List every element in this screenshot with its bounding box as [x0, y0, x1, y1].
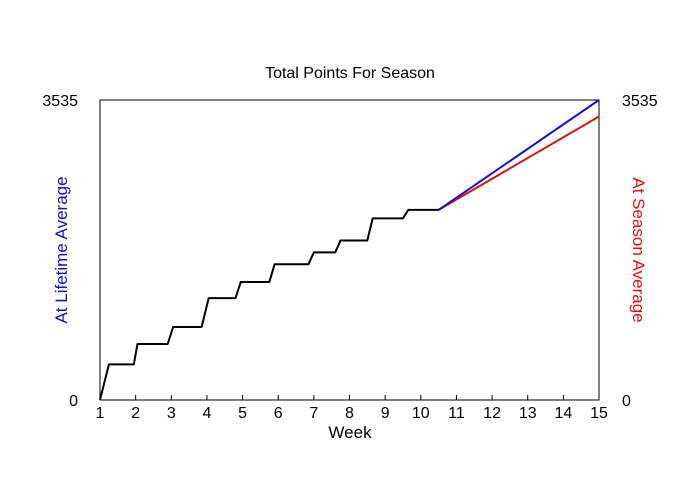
x-tick-label: 2 [131, 405, 140, 422]
y-axis-left: 0 3535 [42, 93, 78, 410]
x-tick-label: 10 [412, 405, 430, 422]
x-tick-label: 1 [96, 405, 105, 422]
y-axis-label-left: At Lifetime Average [52, 176, 71, 323]
series-line-actual [99, 208, 439, 401]
y-tick-label-left: 0 [69, 393, 78, 410]
y-tick-label-right: 0 [622, 393, 631, 410]
series-line-season-average [438, 115, 600, 211]
y-axis-label-right: At Season Average [629, 177, 648, 322]
x-tick-label: 14 [554, 405, 572, 422]
x-tick-label: 7 [309, 405, 318, 422]
x-tick-label: 9 [381, 405, 390, 422]
x-tick-label: 8 [345, 405, 354, 422]
x-axis: 1 2 3 4 5 6 7 8 9 10 11 12 13 14 15 [96, 395, 608, 422]
chart-title: Total Points For Season [265, 65, 435, 82]
series-line-lifetime-average [438, 99, 600, 211]
y-axis-right: 0 3535 [622, 93, 658, 410]
x-tick-label: 6 [274, 405, 283, 422]
y-tick-label-left: 3535 [42, 93, 78, 110]
x-tick-label: 12 [483, 405, 501, 422]
x-axis-label: Week [328, 423, 372, 442]
x-tick-label: 11 [448, 405, 465, 422]
x-tick-label: 15 [590, 405, 608, 422]
plot-area [99, 99, 600, 401]
x-tick-label: 4 [202, 405, 211, 422]
y-tick-label-right: 3535 [622, 93, 658, 110]
x-tick-label: 13 [519, 405, 537, 422]
x-tick-label: 5 [238, 405, 247, 422]
series-layer [99, 99, 600, 401]
x-tick-label: 3 [167, 405, 176, 422]
